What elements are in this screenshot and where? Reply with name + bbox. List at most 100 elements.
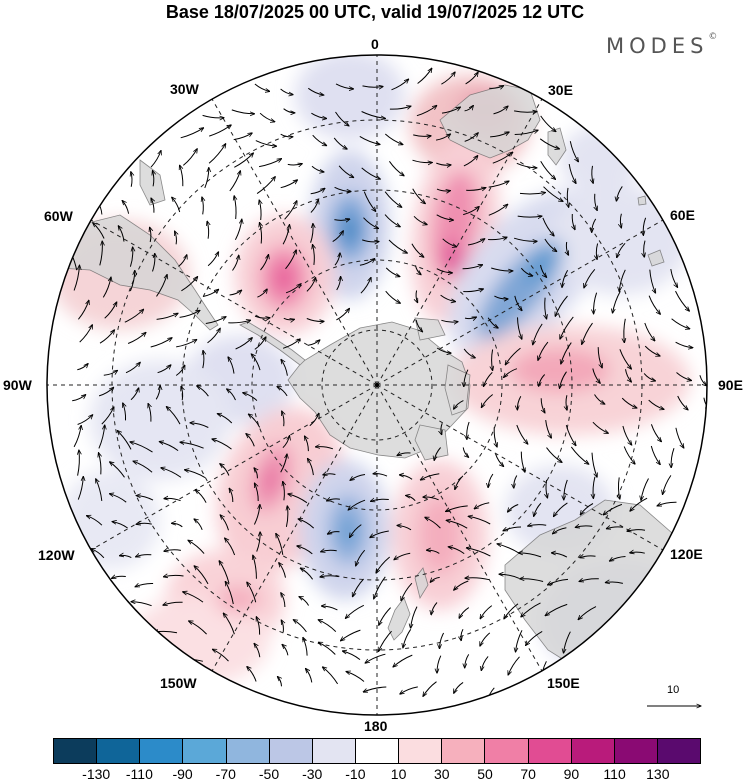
wind-vector (232, 255, 239, 271)
wind-vector (644, 322, 655, 341)
wind-vector (256, 177, 275, 195)
wind-vector (627, 530, 646, 532)
wind-vector (361, 111, 386, 119)
colorbar-tick-label: 130 (646, 766, 670, 782)
wind-vector (591, 452, 597, 478)
wind-vector (503, 526, 522, 531)
wind-vector (96, 479, 103, 501)
wind-vector (430, 576, 440, 582)
wind-vector (119, 555, 132, 559)
wind-vector (468, 516, 491, 525)
wind-vector (287, 164, 303, 165)
wind-vector (260, 223, 262, 244)
wind-vector (499, 574, 520, 579)
wind-vector (613, 290, 621, 313)
wind-vector (225, 581, 234, 605)
wind-vector (282, 411, 284, 427)
wind-vector (163, 602, 183, 605)
wind-vector (163, 575, 184, 576)
wind-vector (288, 494, 308, 504)
wind-vector (514, 295, 522, 311)
wind-vector (208, 144, 226, 164)
wind-vector (488, 204, 508, 216)
wind-vector (441, 319, 458, 322)
wind-vector (327, 499, 340, 501)
wind-vector (305, 436, 309, 452)
wind-vector (180, 442, 204, 449)
wind-vector (454, 681, 464, 693)
lon-label-30w: 30W (170, 81, 199, 97)
wind-vector (379, 607, 391, 626)
wind-vector (462, 265, 483, 270)
wind-vector (555, 295, 568, 316)
wind-vector (277, 677, 281, 687)
wind-vector (446, 505, 468, 512)
wind-vector (609, 556, 626, 562)
wind-vector (220, 515, 229, 531)
lon-label-0: 0 (371, 36, 379, 52)
wind-vector (436, 268, 453, 273)
wind-vector (130, 388, 139, 401)
wind-vector (464, 317, 477, 319)
wind-vector (570, 446, 589, 464)
wind-vector (488, 237, 507, 239)
wind-vector (484, 372, 493, 386)
wind-vectors (68, 68, 707, 702)
wind-vector (99, 453, 101, 475)
wind-vector (454, 400, 464, 410)
wind-vector (179, 310, 200, 318)
wind-vector (413, 215, 427, 224)
wind-vector (180, 165, 184, 187)
modes-logo: MODES© (606, 32, 718, 58)
wind-vector (150, 338, 172, 348)
wind-vector (150, 151, 161, 168)
wind-vector (327, 532, 340, 534)
wind-vector (568, 164, 576, 183)
wind-vector (540, 161, 556, 179)
wind-vector (136, 555, 152, 557)
wind-vector (415, 319, 422, 332)
lon-label-120w: 120W (38, 547, 75, 563)
wind-vector (508, 656, 520, 675)
wind-vector (282, 436, 290, 449)
wind-vector (463, 289, 483, 292)
wind-vector (391, 79, 409, 91)
wind-vector (136, 496, 154, 501)
wind-vector (520, 267, 532, 276)
wind-vector (462, 447, 468, 457)
wind-vector (415, 265, 422, 274)
wind-vector (493, 106, 509, 115)
colorbar-swatch (269, 739, 313, 763)
wind-vector (580, 556, 596, 558)
wind-vector (545, 297, 547, 319)
wind-vector (389, 106, 411, 109)
wind-vector (436, 214, 454, 220)
lon-label-60w: 60W (44, 208, 73, 224)
wind-vector (553, 527, 567, 534)
wind-vector (465, 578, 490, 581)
wind-vector (675, 290, 690, 311)
wind-vector (441, 72, 455, 85)
lon-label-60e: 60E (670, 207, 695, 223)
copyright-mark: © (708, 32, 718, 42)
wind-vector (207, 328, 221, 344)
wind-vector (306, 669, 313, 683)
wind-vector (365, 653, 386, 663)
wind-vector (648, 399, 664, 409)
wind-vector (180, 128, 204, 139)
wind-vector (259, 112, 275, 122)
wind-vector (293, 620, 307, 633)
wind-vector (300, 568, 314, 580)
wind-vector (504, 368, 518, 378)
wind-vector (480, 632, 491, 646)
wind-vector (231, 109, 255, 114)
south-pole-marker (375, 383, 379, 387)
wind-vector (465, 654, 470, 668)
wind-vector (155, 386, 160, 400)
wind-vector (459, 607, 470, 619)
wind-vector (72, 395, 86, 402)
lon-label-90e: 90E (718, 377, 743, 393)
wind-vector (514, 475, 518, 489)
wind-vector (440, 294, 456, 302)
wind-vector (234, 196, 236, 220)
